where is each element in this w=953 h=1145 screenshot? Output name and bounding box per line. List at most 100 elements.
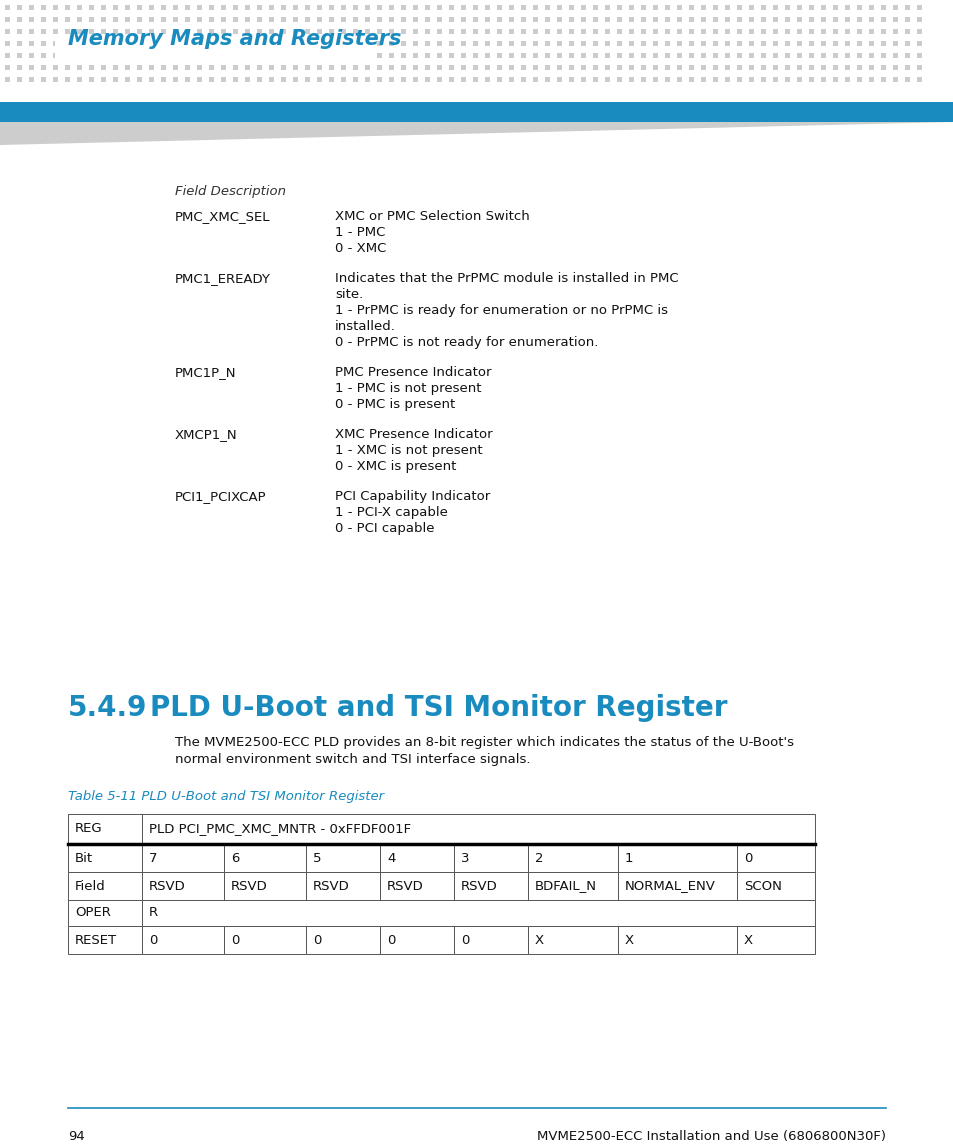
Bar (281, 53, 286, 58)
Bar (436, 5, 441, 10)
Bar (436, 41, 441, 46)
Bar (821, 65, 825, 70)
Bar (365, 53, 370, 58)
Bar (281, 17, 286, 22)
Bar (832, 77, 837, 82)
Bar (89, 29, 94, 34)
Bar (484, 17, 490, 22)
Bar (221, 29, 226, 34)
Bar (112, 17, 118, 22)
Bar (880, 5, 885, 10)
Bar (125, 65, 130, 70)
Bar (101, 29, 106, 34)
Text: PMC1P_N: PMC1P_N (174, 366, 236, 379)
Bar (376, 5, 381, 10)
Bar (844, 29, 849, 34)
Bar (593, 41, 598, 46)
Bar (245, 53, 250, 58)
Bar (520, 5, 525, 10)
Bar (557, 17, 561, 22)
Text: 0 - XMC is present: 0 - XMC is present (335, 460, 456, 473)
Bar (593, 53, 598, 58)
Bar (142, 844, 224, 872)
Bar (737, 41, 741, 46)
Text: PLD U-Boot and TSI Monitor Register: PLD U-Boot and TSI Monitor Register (150, 694, 727, 722)
Bar (29, 65, 34, 70)
Bar (17, 29, 22, 34)
Bar (424, 41, 430, 46)
Bar (628, 29, 634, 34)
Bar (652, 77, 658, 82)
Bar (618, 926, 737, 954)
Bar (544, 17, 550, 22)
Text: PCI Capability Indicator: PCI Capability Indicator (335, 490, 490, 503)
Bar (316, 5, 322, 10)
Bar (568, 65, 574, 70)
Bar (77, 29, 82, 34)
Bar (196, 17, 202, 22)
Bar (737, 5, 741, 10)
Bar (379, 872, 454, 900)
Bar (712, 77, 718, 82)
Bar (748, 77, 753, 82)
Text: 1 - PMC is not present: 1 - PMC is not present (335, 382, 481, 395)
Bar (400, 77, 406, 82)
Bar (892, 77, 897, 82)
Bar (856, 53, 862, 58)
Bar (400, 5, 406, 10)
Bar (221, 53, 226, 58)
Bar (832, 17, 837, 22)
Bar (724, 77, 729, 82)
Bar (256, 65, 262, 70)
Bar (664, 53, 669, 58)
Bar (497, 17, 501, 22)
Bar (618, 872, 737, 900)
Bar (329, 17, 334, 22)
Bar (688, 65, 693, 70)
Text: 0: 0 (460, 933, 469, 947)
Bar (340, 41, 346, 46)
Bar (460, 41, 465, 46)
Bar (892, 17, 897, 22)
Bar (329, 77, 334, 82)
Bar (617, 41, 621, 46)
Bar (41, 53, 46, 58)
Bar (497, 77, 501, 82)
Bar (281, 5, 286, 10)
Bar (245, 41, 250, 46)
Bar (844, 41, 849, 46)
Text: Field Description: Field Description (174, 185, 286, 198)
Bar (509, 53, 514, 58)
Bar (53, 5, 58, 10)
Bar (68, 814, 142, 844)
Bar (454, 926, 527, 954)
Bar (520, 65, 525, 70)
Bar (868, 53, 873, 58)
Bar (724, 5, 729, 10)
Bar (460, 17, 465, 22)
Bar (269, 53, 274, 58)
Bar (748, 53, 753, 58)
Text: The MVME2500-ECC PLD provides an 8-bit register which indicates the status of th: The MVME2500-ECC PLD provides an 8-bit r… (174, 736, 793, 749)
Bar (617, 17, 621, 22)
Bar (305, 29, 310, 34)
Bar (760, 41, 765, 46)
Bar (209, 77, 213, 82)
Bar (149, 29, 153, 34)
Bar (17, 41, 22, 46)
Text: RSVD: RSVD (313, 879, 350, 892)
Text: Bit: Bit (75, 852, 93, 864)
Bar (544, 77, 550, 82)
Bar (149, 53, 153, 58)
Bar (652, 41, 658, 46)
Bar (161, 65, 166, 70)
Bar (796, 65, 801, 70)
Bar (256, 41, 262, 46)
Bar (5, 65, 10, 70)
Bar (55, 37, 375, 63)
Bar (880, 17, 885, 22)
Bar (400, 65, 406, 70)
Bar (172, 29, 178, 34)
Bar (53, 65, 58, 70)
Bar (832, 5, 837, 10)
